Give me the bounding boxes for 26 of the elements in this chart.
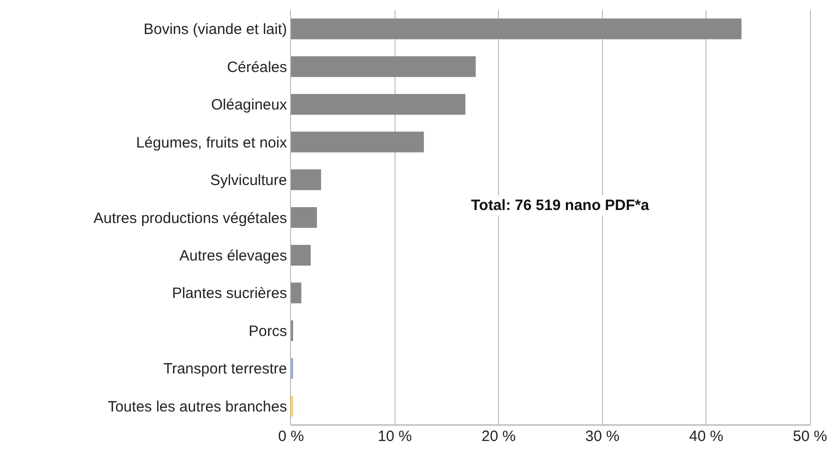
bar [291,207,317,228]
y-tick-label: Toutes les autres branches [108,398,287,416]
y-tick-label: Plantes sucrières [172,285,287,302]
y-tick-label: Bovins (viande et lait) [144,21,287,38]
annotation: Total: 76 519 nano PDF*a [471,197,650,214]
bar [291,18,742,40]
x-tick-label: 40 % [689,428,724,445]
y-tick-label: Autres élevages [179,247,287,264]
y-tick-label: Porcs [248,322,287,340]
y-tick-label: Sylviculture [210,172,287,190]
bar [291,132,424,152]
x-tick-label: 50 % [792,428,828,445]
y-tick-label: Légumes, fruits et noix [136,134,288,152]
y-tick-label: Céréales [226,58,287,76]
bar [291,244,311,266]
x-tick-label: 30 % [585,428,620,445]
y-tick-label: Transport terrestre [163,360,287,378]
x-tick-label: 10 % [378,428,412,445]
bar [291,94,466,115]
bar [291,282,302,304]
y-tick-label: Oléagineux [211,96,288,114]
bar [291,56,476,77]
bar [291,169,322,190]
x-tick-label: 0 % [278,428,304,445]
y-tick-label: Autres productions végétales [94,210,287,227]
x-tick-label: 20 % [482,428,516,445]
